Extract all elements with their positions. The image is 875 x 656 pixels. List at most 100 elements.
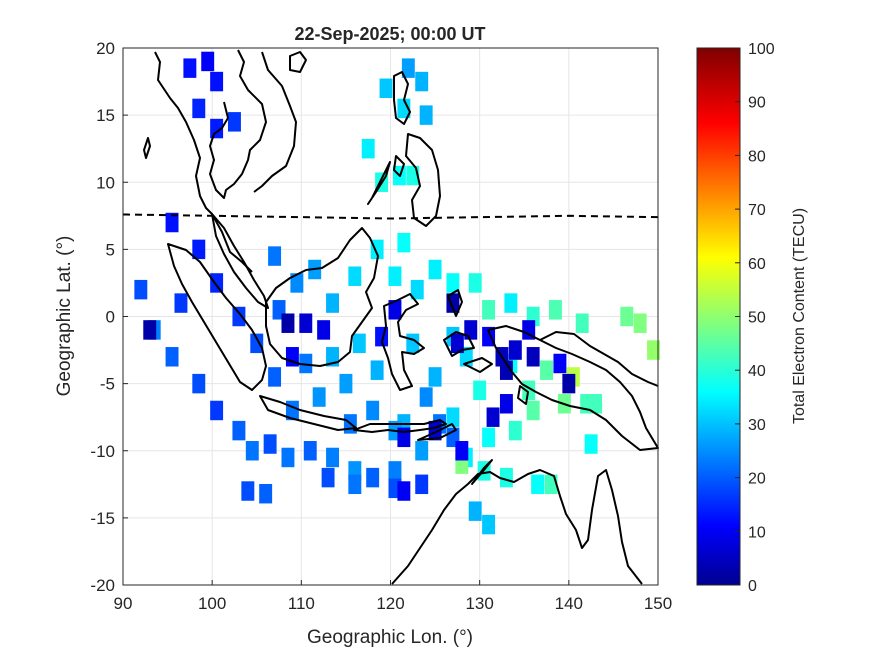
tec-cell <box>575 313 589 333</box>
tec-cell <box>210 273 224 293</box>
colorbar-tick-label: 0 <box>748 578 757 595</box>
tec-cell <box>397 232 411 253</box>
tec-cell <box>388 300 402 320</box>
tec-cell <box>317 320 331 340</box>
coastlines <box>143 49 659 585</box>
tec-cell <box>348 266 362 286</box>
colorbar-tick-label: 20 <box>748 471 766 488</box>
chart-title: 22-Sep-2025; 00:00 UT <box>294 24 485 44</box>
coastline-sumatra <box>167 243 267 391</box>
tec-cell <box>379 78 393 99</box>
tec-cell <box>326 293 340 313</box>
tec-cell <box>499 467 513 488</box>
tec-cell <box>263 434 277 454</box>
tec-cell <box>299 353 313 374</box>
tec-cell <box>268 367 282 387</box>
tec-cell <box>508 420 522 441</box>
coastline-philippines-south <box>405 133 441 227</box>
tec-cell <box>361 138 375 159</box>
y-tick-label: 5 <box>106 240 115 259</box>
y-tick-label: -20 <box>90 576 115 595</box>
coastline-aru <box>517 385 529 405</box>
tec-cell <box>290 273 304 293</box>
coastline-indochina-east <box>209 49 267 199</box>
tec-cell <box>281 447 295 468</box>
magnetic-equator-line <box>122 213 659 220</box>
tec-cell <box>232 420 246 441</box>
tec-cell <box>227 112 241 132</box>
coastline-seram <box>463 357 493 373</box>
coastline-australia-nw-islands <box>471 459 493 485</box>
tec-cell <box>419 105 433 125</box>
tec-cell <box>540 360 554 380</box>
tec-cell <box>312 387 326 407</box>
coastline-luzon <box>393 71 411 125</box>
tec-cell <box>321 467 335 488</box>
tec-cell <box>165 347 179 367</box>
tec-cell <box>548 300 562 320</box>
tec-cell <box>241 481 255 501</box>
tec-cell <box>482 326 496 347</box>
coastline-malay <box>211 213 269 309</box>
tec-cell <box>201 51 215 72</box>
coastline-nusa-tenggara <box>353 419 447 433</box>
tec-cell <box>482 300 496 320</box>
y-axis-label: Geographic Lat. (°) <box>54 236 75 397</box>
tec-cell <box>174 293 188 313</box>
tec-cell <box>633 313 647 333</box>
tec-cell <box>473 380 487 401</box>
y-tick-label: 0 <box>106 308 115 327</box>
tec-cell <box>584 434 598 454</box>
tec-cell <box>522 320 536 340</box>
tec-cell <box>499 394 513 414</box>
tec-cell <box>526 347 540 367</box>
x-tick-label: 130 <box>465 594 493 613</box>
tec-cell <box>455 441 469 461</box>
tec-cell <box>446 273 460 293</box>
tec-cell <box>450 333 464 354</box>
tec-cell <box>348 474 362 495</box>
tec-cell <box>232 306 246 327</box>
x-tick-label: 100 <box>198 594 226 613</box>
coastline-sulawesi <box>381 293 425 391</box>
coastline-palawan <box>367 161 391 205</box>
colorbar-tick-label: 10 <box>748 524 766 541</box>
colorbar-tick-label: 40 <box>748 363 766 380</box>
coastline-maluku <box>443 331 475 357</box>
tec-cell <box>508 340 522 360</box>
tec-cell <box>504 293 518 313</box>
tec-cell <box>419 387 433 407</box>
tec-cell <box>531 474 545 495</box>
tec-cell <box>415 441 429 461</box>
tec-cell <box>397 98 411 119</box>
colorbar-tick-label: 60 <box>748 256 766 273</box>
tec-cell <box>486 407 500 427</box>
colorbar-tick-label: 90 <box>748 95 766 112</box>
coastline-borneo <box>265 227 379 367</box>
colorbar-tick-label: 30 <box>748 417 766 434</box>
coastline-australia-nw <box>391 469 643 585</box>
tec-cell <box>468 501 482 521</box>
tec-cell <box>428 259 442 280</box>
colorbar-label: Total Electron Content (TECU) <box>791 208 808 424</box>
y-tick-label: 15 <box>96 106 115 125</box>
x-axis-label: Geographic Lon. (°) <box>307 627 473 648</box>
tec-cell <box>415 71 429 92</box>
tec-cell <box>366 400 380 421</box>
tec-cell <box>192 98 206 119</box>
coastline-timor <box>417 423 457 441</box>
tec-cell <box>245 441 259 461</box>
colorbar-tick-label: 50 <box>748 310 766 327</box>
tec-cell <box>250 333 264 354</box>
coastline-java <box>259 395 357 431</box>
y-tick-label: 20 <box>96 39 115 58</box>
coastline-halmahera <box>447 289 463 317</box>
colorbar <box>696 47 741 586</box>
tec-cell <box>339 373 353 394</box>
tec-cell <box>326 447 340 468</box>
tec-cell <box>134 279 148 300</box>
tec-cell <box>482 514 496 535</box>
